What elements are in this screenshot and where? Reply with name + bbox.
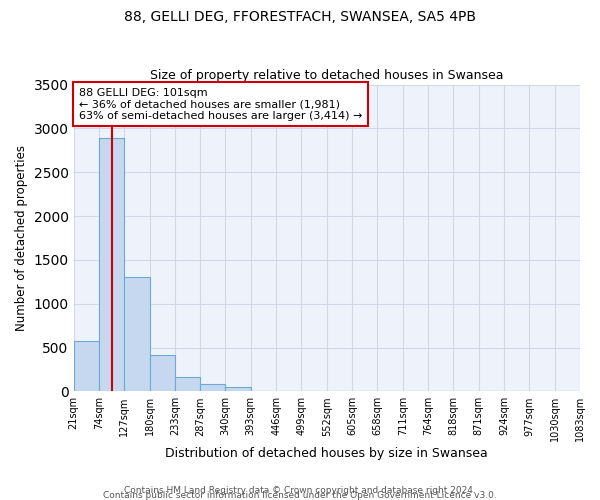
Bar bbox=[74, 342, 99, 392]
Text: Contains HM Land Registry data © Crown copyright and database right 2024.: Contains HM Land Registry data © Crown c… bbox=[124, 486, 476, 495]
Bar bbox=[149, 355, 175, 392]
Text: Contains public sector information licensed under the Open Government Licence v3: Contains public sector information licen… bbox=[103, 491, 497, 500]
Text: 88, GELLI DEG, FFORESTFACH, SWANSEA, SA5 4PB: 88, GELLI DEG, FFORESTFACH, SWANSEA, SA5… bbox=[124, 10, 476, 24]
Bar bbox=[99, 138, 124, 392]
Bar bbox=[175, 377, 200, 392]
Y-axis label: Number of detached properties: Number of detached properties bbox=[15, 145, 28, 331]
Text: 88 GELLI DEG: 101sqm
← 36% of detached houses are smaller (1,981)
63% of semi-de: 88 GELLI DEG: 101sqm ← 36% of detached h… bbox=[79, 88, 362, 121]
Title: Size of property relative to detached houses in Swansea: Size of property relative to detached ho… bbox=[150, 69, 503, 82]
Bar bbox=[124, 276, 149, 392]
X-axis label: Distribution of detached houses by size in Swansea: Distribution of detached houses by size … bbox=[166, 447, 488, 460]
Bar bbox=[226, 386, 251, 392]
Bar bbox=[200, 384, 226, 392]
